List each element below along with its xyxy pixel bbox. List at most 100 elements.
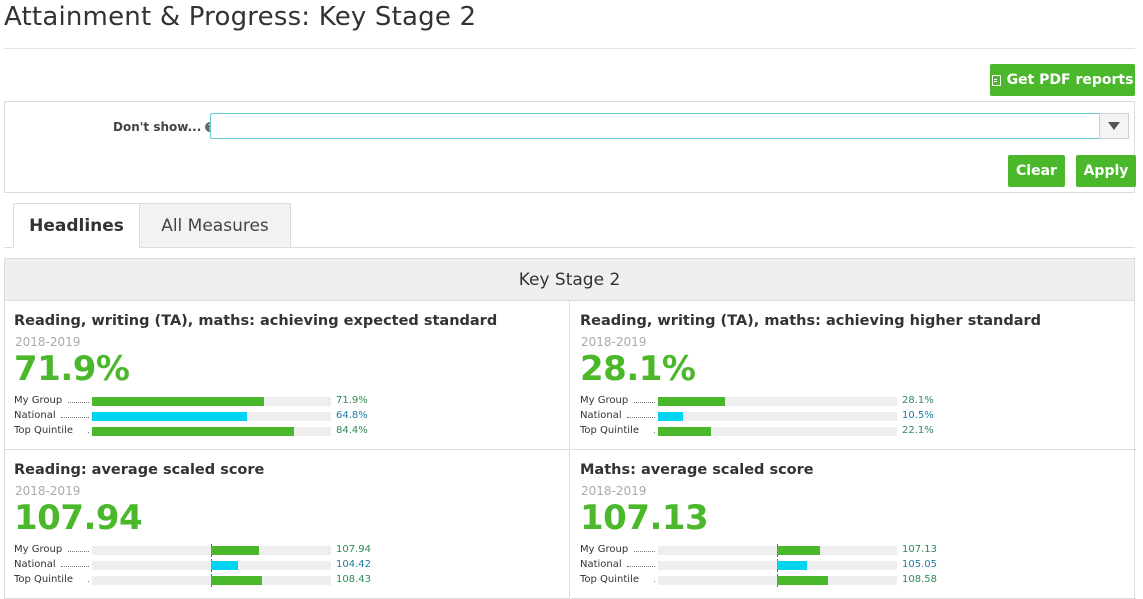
comparison-bar-track bbox=[92, 397, 331, 406]
clear-button[interactable]: Clear bbox=[1008, 155, 1065, 187]
comparison-value: 71.9% bbox=[336, 395, 368, 406]
comparison-value: 28.1% bbox=[902, 395, 934, 406]
comparison-row: Top Quintile 108.43 bbox=[14, 574, 374, 587]
measure-year: 2018-2019 bbox=[581, 335, 647, 349]
leader-dots bbox=[61, 566, 89, 567]
comparison-row: Top Quintile 84.4% bbox=[14, 425, 374, 437]
key-stage-panel: Key Stage 2 Reading, writing (TA), maths… bbox=[4, 258, 1136, 599]
tab-bar: Headlines All Measures bbox=[13, 203, 291, 248]
measure-year: 2018-2019 bbox=[581, 484, 647, 498]
comparison-label: My Group bbox=[580, 395, 629, 406]
dont-show-input[interactable] bbox=[210, 113, 1100, 139]
comparison-bar bbox=[92, 427, 294, 436]
dont-show-label-text: Don't show... bbox=[113, 120, 202, 134]
dont-show-dropdown-toggle[interactable] bbox=[1099, 113, 1129, 139]
comparison-label: National bbox=[14, 410, 56, 421]
pdf-document-icon bbox=[991, 74, 1001, 86]
comparison-bar-track bbox=[92, 574, 331, 587]
measure-card: Reading, writing (TA), maths: achieving … bbox=[571, 301, 1136, 450]
comparison-bar bbox=[211, 576, 262, 585]
comparison-bar-track bbox=[92, 559, 331, 572]
leader-dots bbox=[68, 402, 89, 403]
measure-title: Maths: average scaled score bbox=[580, 462, 814, 478]
measure-year: 2018-2019 bbox=[15, 484, 81, 498]
apply-button[interactable]: Apply bbox=[1076, 155, 1136, 187]
comparison-label: Top Quintile bbox=[14, 574, 74, 585]
measure-card: Maths: average scaled score 2018-2019 107.… bbox=[571, 450, 1136, 599]
comparison-bar bbox=[777, 576, 829, 585]
measure-title: Reading, writing (TA), maths: achieving … bbox=[14, 313, 498, 329]
comparison-row: My Group 107.13 bbox=[580, 544, 940, 557]
measure-title: Reading: average scaled score bbox=[14, 462, 265, 478]
comparison-value: 107.94 bbox=[336, 544, 371, 555]
leader-dots bbox=[654, 581, 655, 582]
leader-dots bbox=[654, 432, 655, 433]
comparison-bar-track bbox=[92, 412, 331, 421]
measure-card: Reading, writing (TA), maths: achieving … bbox=[5, 301, 570, 450]
tab-headlines[interactable]: Headlines bbox=[13, 203, 140, 248]
comparison-value: 108.43 bbox=[336, 574, 371, 585]
comparison-row: National 105.05 bbox=[580, 559, 940, 572]
filter-panel: Don't show... ? Clear Apply bbox=[4, 101, 1136, 193]
caret-down-icon bbox=[1108, 122, 1120, 130]
comparison-bar-track bbox=[658, 397, 897, 406]
leader-dots bbox=[68, 551, 89, 552]
measure-title: Reading, writing (TA), maths: achieving … bbox=[580, 313, 1042, 329]
comparison-value: 22.1% bbox=[902, 425, 934, 436]
comparison-row: National 104.42 bbox=[14, 559, 374, 572]
comparison-row: My Group 71.9% bbox=[14, 395, 374, 407]
comparison-label: Top Quintile bbox=[14, 425, 74, 436]
leader-dots bbox=[634, 551, 655, 552]
get-pdf-reports-button[interactable]: Get PDF reports bbox=[990, 64, 1135, 96]
comparison-row: Top Quintile 22.1% bbox=[580, 425, 940, 437]
comparison-label: Top Quintile bbox=[580, 574, 640, 585]
comparison-label: My Group bbox=[14, 395, 63, 406]
comparison-label: National bbox=[580, 410, 622, 421]
measure-value: 71.9% bbox=[14, 349, 130, 389]
comparison-value: 108.58 bbox=[902, 574, 937, 585]
comparison-bar bbox=[92, 397, 264, 406]
leader-dots bbox=[634, 402, 655, 403]
comparison-bar-track bbox=[658, 412, 897, 421]
comparison-bar-track bbox=[92, 427, 331, 436]
comparison-bar-track bbox=[92, 544, 331, 557]
leader-dots bbox=[88, 581, 89, 582]
comparison-row: My Group 107.94 bbox=[14, 544, 374, 557]
comparison-row: My Group 28.1% bbox=[580, 395, 940, 407]
comparison-bar bbox=[211, 546, 259, 555]
comparison-row: National 64.8% bbox=[14, 410, 374, 422]
comparison-value: 107.13 bbox=[902, 544, 937, 555]
comparison-bar-track bbox=[658, 544, 897, 557]
comparison-value: 104.42 bbox=[336, 559, 371, 570]
dont-show-label: Don't show... ? bbox=[113, 120, 216, 134]
comparison-bar bbox=[92, 412, 247, 421]
title-divider bbox=[4, 48, 1135, 49]
comparison-row: Top Quintile 108.58 bbox=[580, 574, 940, 587]
leader-dots bbox=[627, 417, 655, 418]
tab-all-measures[interactable]: All Measures bbox=[140, 203, 291, 248]
measure-card: Reading: average scaled score 2018-2019 10… bbox=[5, 450, 570, 599]
page-title: Attainment & Progress: Key Stage 2 bbox=[4, 2, 477, 32]
measure-value: 107.13 bbox=[580, 498, 709, 538]
comparison-bar bbox=[658, 412, 684, 421]
comparison-bar-track bbox=[658, 574, 897, 587]
comparison-label: National bbox=[14, 559, 56, 570]
measure-value: 107.94 bbox=[14, 498, 143, 538]
comparison-bar bbox=[777, 546, 820, 555]
comparison-bar bbox=[658, 397, 726, 406]
comparison-bar bbox=[777, 561, 808, 570]
key-stage-header: Key Stage 2 bbox=[5, 259, 1134, 301]
comparison-value: 64.8% bbox=[336, 410, 368, 421]
measure-value: 28.1% bbox=[580, 349, 696, 389]
comparison-row: National 10.5% bbox=[580, 410, 940, 422]
comparison-label: My Group bbox=[14, 544, 63, 555]
comparison-value: 84.4% bbox=[336, 425, 368, 436]
comparison-bar-track bbox=[658, 427, 897, 436]
comparison-value: 10.5% bbox=[902, 410, 934, 421]
leader-dots bbox=[61, 417, 89, 418]
tabs-divider bbox=[4, 247, 1135, 248]
measure-year: 2018-2019 bbox=[15, 335, 81, 349]
comparison-label: Top Quintile bbox=[580, 425, 640, 436]
comparison-bar-track bbox=[658, 559, 897, 572]
comparison-bar bbox=[658, 427, 711, 436]
